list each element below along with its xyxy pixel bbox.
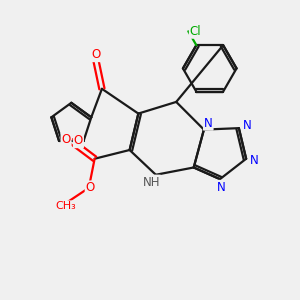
Text: N: N: [204, 117, 213, 130]
Text: O: O: [74, 134, 83, 147]
Text: Cl: Cl: [190, 25, 201, 38]
Text: N: N: [217, 181, 226, 194]
Text: O: O: [61, 133, 71, 146]
Text: O: O: [92, 48, 101, 61]
Text: N: N: [243, 119, 251, 132]
Text: CH₃: CH₃: [55, 201, 76, 211]
Text: NH: NH: [143, 176, 160, 189]
Text: N: N: [250, 154, 259, 167]
Text: O: O: [85, 182, 95, 194]
